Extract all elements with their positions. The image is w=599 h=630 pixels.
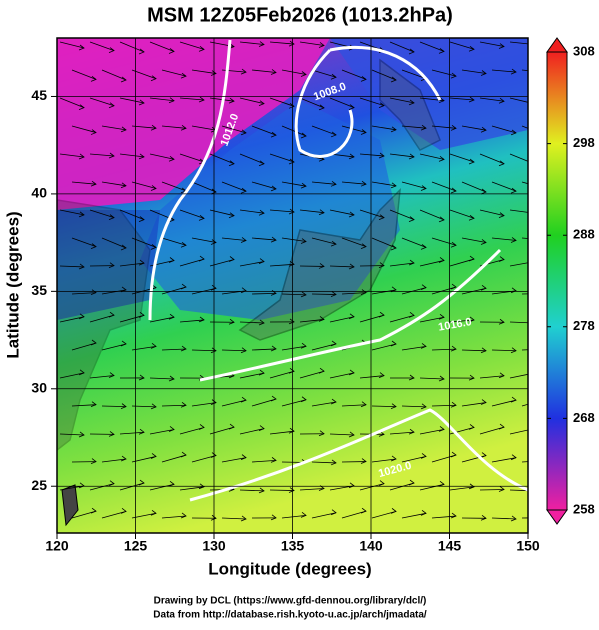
arrowhead <box>541 457 546 462</box>
y-tick-label: 25 <box>31 477 47 493</box>
arrowhead <box>541 132 546 137</box>
arrowhead <box>541 396 546 401</box>
title: MSM 12Z05Feb2026 (1013.2hPa) <box>147 4 453 26</box>
arrowhead <box>541 346 546 351</box>
arrowhead <box>529 41 534 46</box>
arrowhead <box>529 370 534 375</box>
credit: Data from http://database.rish.kyoto-u.a… <box>153 610 427 621</box>
arrowhead <box>541 237 546 242</box>
x-tick-label: 135 <box>281 538 305 554</box>
colorbar-tick-label: 308 <box>573 43 595 58</box>
x-tick-label: 120 <box>45 538 69 554</box>
x-tick-label: 130 <box>202 538 226 554</box>
arrowhead <box>541 69 546 74</box>
arrowhead <box>529 161 534 166</box>
x-tick-label: 140 <box>359 538 383 554</box>
y-tick-label: 40 <box>31 185 47 201</box>
colorbar: 258 268 278 288 298 308 <box>547 38 595 524</box>
colorbar-tick-label: 268 <box>573 410 595 425</box>
x-tick-label: 125 <box>124 538 148 554</box>
colorbar-tick-label: 258 <box>573 501 595 516</box>
colorbar-tick-label: 278 <box>573 318 595 333</box>
arrowhead <box>529 210 534 215</box>
y-tick-label: 35 <box>31 282 47 298</box>
colorbar-tick-label: 288 <box>573 227 595 242</box>
arrowhead <box>529 488 534 493</box>
streamline <box>480 489 504 490</box>
colorbar-tick-label: 298 <box>573 135 595 150</box>
arrowhead <box>541 186 546 191</box>
credit: Drawing by DCL (https://www.gfd-dennou.o… <box>154 596 427 607</box>
arrowhead <box>541 290 546 295</box>
x-tick-label: 145 <box>438 538 462 554</box>
map-field <box>57 38 546 533</box>
streamline <box>270 490 294 491</box>
y-tick-label: 45 <box>31 87 47 103</box>
arrowhead <box>529 320 534 325</box>
arrowhead <box>529 259 534 264</box>
y-tick-label: 30 <box>31 379 47 395</box>
arrowhead <box>541 515 546 520</box>
y-axis-label: Latitude (degrees) <box>3 211 22 358</box>
x-tick-label: 150 <box>516 538 540 554</box>
x-axis-label: Longitude (degrees) <box>208 559 371 578</box>
arrowhead <box>529 101 534 106</box>
arrowhead <box>529 426 534 431</box>
